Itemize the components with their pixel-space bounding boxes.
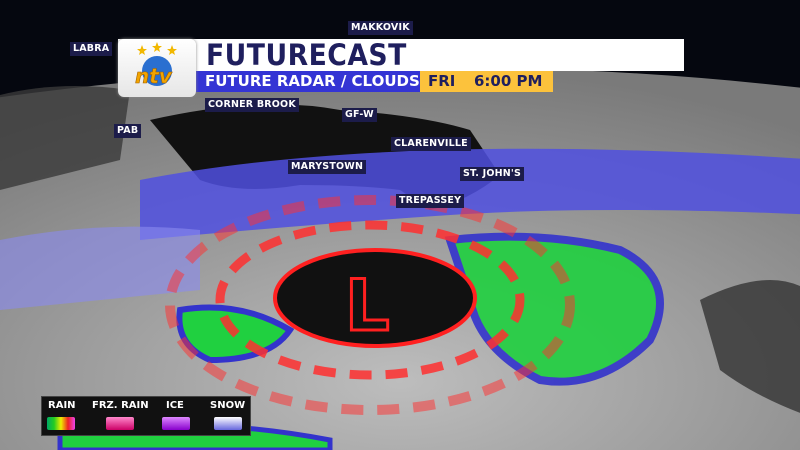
low-pressure-disc (273, 248, 477, 348)
legend-swatch-ice (162, 417, 190, 430)
city-label: CORNER BROOK (205, 98, 299, 112)
precip-legend: RAIN FRZ. RAIN ICE SNOW (41, 396, 251, 436)
city-label: GF-W (342, 108, 377, 122)
logo-wordmark: ntv (135, 64, 173, 88)
legend-swatch-rain (47, 417, 75, 430)
city-label: MARYSTOWN (288, 160, 367, 174)
city-label: ST. JOHN'S (460, 167, 525, 181)
legend-label-frz-rain: FRZ. RAIN (92, 400, 149, 411)
dark-cloud-east (700, 280, 800, 413)
low-pressure-rings (165, 195, 575, 415)
snow-band-left (0, 226, 200, 310)
logo-stars (137, 42, 177, 55)
city-label: LABRA (70, 42, 113, 56)
page-title: FUTURECAST (206, 38, 407, 72)
low-pressure-symbol: L (345, 265, 390, 347)
ntv-logo: ntv (118, 39, 196, 97)
legend-label-ice: ICE (166, 400, 184, 411)
city-label: CLARENVILLE (391, 137, 471, 151)
legend-label-rain: RAIN (48, 400, 76, 411)
forecast-time: FRI 6:00 PM (420, 71, 553, 92)
forecast-day: FRI (428, 72, 456, 90)
city-label: TREPASSEY (396, 194, 465, 208)
forecast-clock: 6:00 PM (474, 72, 543, 90)
land-labrador (0, 86, 130, 190)
legend-label-snow: SNOW (210, 400, 246, 411)
city-label: PAB (114, 124, 142, 138)
rain-area-east (444, 232, 664, 386)
header-bar (118, 39, 684, 71)
legend-swatch-frz-rain (106, 417, 134, 430)
legend-swatch-snow (214, 417, 242, 430)
city-label: MAKKOVIK (348, 21, 413, 35)
subtitle: FUTURE RADAR / CLOUDS (195, 71, 420, 92)
